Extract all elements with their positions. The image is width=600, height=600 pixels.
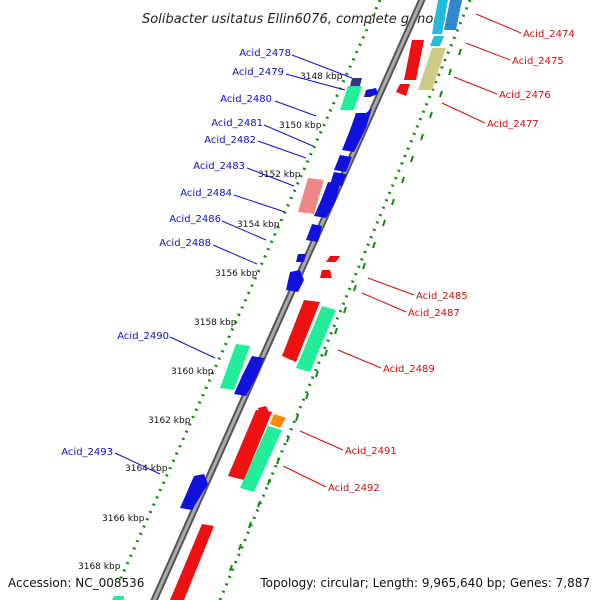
- backbone-left-genes: [170, 40, 424, 600]
- gene-red-bottom[interactable]: [170, 524, 214, 600]
- gene-acid-2474[interactable]: [432, 0, 448, 34]
- kbp-label: 3148 kbp: [300, 72, 343, 82]
- gene-acid-2490-arrow[interactable]: [234, 356, 264, 396]
- gene-bottom-left[interactable]: [112, 596, 124, 600]
- gene-label-acid-2480[interactable]: Acid_2480: [220, 94, 272, 105]
- kbp-label: 3160 kbp: [171, 367, 214, 377]
- kbp-label: 3154 kbp: [237, 220, 280, 230]
- kbp-label: 3168 kbp: [78, 562, 121, 572]
- gene-label-acid-2486[interactable]: Acid_2486: [169, 214, 221, 225]
- left-gene-labels: Acid_2478 Acid_2479 Acid_2480 Acid_2481 …: [61, 48, 291, 458]
- gene-acid-2485[interactable]: [326, 256, 340, 262]
- gene-label-acid-2488[interactable]: Acid_2488: [159, 238, 211, 249]
- left-strand-genes: [180, 78, 378, 510]
- gene-acid-2476[interactable]: [418, 48, 446, 90]
- gene-label-acid-2475[interactable]: Acid_2475: [512, 56, 564, 67]
- gene-acid-2488[interactable]: [296, 254, 306, 262]
- gene-label-acid-2483[interactable]: Acid_2483: [193, 161, 245, 172]
- right-tick-marks: [229, 48, 462, 572]
- gene-acid-2490[interactable]: [220, 344, 250, 390]
- left-dotted-track: [118, 0, 382, 581]
- gene-red-lower-cap[interactable]: [258, 406, 270, 416]
- gene-acid-2483[interactable]: [330, 172, 346, 186]
- accession-text: Accession: NC_008536: [8, 576, 144, 590]
- gene-acid-2478[interactable]: [350, 78, 362, 86]
- kbp-label: 3164 kbp: [125, 464, 168, 474]
- gene-acid-2488-arrow[interactable]: [286, 270, 304, 292]
- map-title: Solibacter usitatus Ellin6076, complete …: [142, 12, 454, 27]
- kbp-label: 3152 kbp: [258, 170, 301, 180]
- gene-label-acid-2484[interactable]: Acid_2484: [180, 188, 232, 199]
- gene-acid-2479[interactable]: [364, 88, 378, 97]
- gene-label-acid-2479[interactable]: Acid_2479: [232, 67, 284, 78]
- gene-acid-2480[interactable]: [340, 86, 362, 110]
- gene-acid-2484-arrow[interactable]: [314, 182, 340, 218]
- kbp-label: 3162 kbp: [148, 416, 191, 426]
- gene-acid-2474-b[interactable]: [444, 0, 462, 30]
- gene-label-acid-2476[interactable]: Acid_2476: [499, 90, 551, 101]
- gene-label-acid-2490[interactable]: Acid_2490: [117, 331, 169, 342]
- gene-label-acid-2477[interactable]: Acid_2477: [487, 119, 539, 130]
- kbp-label: 3150 kbp: [279, 121, 322, 131]
- genome-backbone-highlight: [152, 0, 424, 600]
- left-label-leaders: [114, 54, 353, 475]
- gene-acid-2492[interactable]: [240, 426, 282, 492]
- gene-label-acid-2492[interactable]: Acid_2492: [328, 483, 380, 494]
- gene-label-acid-2493[interactable]: Acid_2493: [61, 447, 113, 458]
- kbp-label: 3158 kbp: [194, 318, 237, 328]
- gene-label-acid-2481[interactable]: Acid_2481: [211, 118, 263, 129]
- kbp-ticks: 3148 kbp 3150 kbp 3152 kbp 3154 kbp 3156…: [78, 72, 343, 572]
- gene-label-acid-2478[interactable]: Acid_2478: [239, 48, 291, 59]
- right-label-leaders: [282, 13, 522, 488]
- gene-acid-2487[interactable]: [320, 270, 332, 278]
- kbp-label: 3156 kbp: [215, 269, 258, 279]
- gene-label-acid-2485[interactable]: Acid_2485: [416, 291, 468, 302]
- kbp-label: 3166 kbp: [102, 514, 145, 524]
- gene-acid-2491[interactable]: [270, 414, 286, 428]
- gene-red-top[interactable]: [404, 40, 424, 80]
- gene-label-acid-2487[interactable]: Acid_2487: [408, 308, 460, 319]
- gene-label-acid-2482[interactable]: Acid_2482: [204, 135, 256, 146]
- gene-red-top-arrow[interactable]: [396, 84, 410, 96]
- gene-red-middle[interactable]: [282, 300, 320, 362]
- gene-label-acid-2491[interactable]: Acid_2491: [345, 446, 397, 457]
- gene-red-lower[interactable]: [228, 410, 272, 480]
- gene-acid-2484[interactable]: [298, 178, 324, 214]
- gene-acid-2482[interactable]: [334, 155, 352, 172]
- gene-acid-2475[interactable]: [430, 36, 444, 46]
- gene-acid-2493[interactable]: [180, 474, 208, 510]
- gene-label-acid-2489[interactable]: Acid_2489: [383, 364, 435, 375]
- right-gene-labels: Acid_2474 Acid_2475 Acid_2476 Acid_2477 …: [328, 29, 575, 494]
- gene-label-acid-2474[interactable]: Acid_2474: [523, 29, 575, 40]
- gene-acid-2486[interactable]: [306, 224, 322, 242]
- gene-acid-2489[interactable]: [296, 306, 336, 372]
- backbone-right-genes: [112, 0, 462, 600]
- topology-text: Topology: circular; Length: 9,965,640 bp…: [259, 576, 590, 590]
- gene-acid-2481[interactable]: [342, 108, 372, 152]
